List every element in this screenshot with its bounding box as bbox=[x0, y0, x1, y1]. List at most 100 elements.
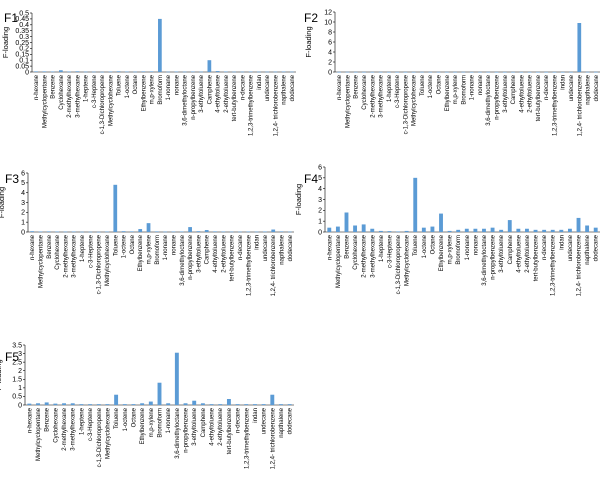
category-label: Octane bbox=[430, 234, 436, 254]
category-label: 2-ethyltoluene bbox=[224, 74, 230, 112]
bar bbox=[478, 71, 482, 73]
panel-title: F3 bbox=[5, 172, 19, 186]
y-tick-label: 5 bbox=[318, 175, 322, 182]
category-label: 1-nonane bbox=[470, 74, 476, 100]
category-label: 1-nonane bbox=[163, 234, 169, 260]
bar bbox=[469, 71, 474, 73]
bar bbox=[67, 71, 71, 73]
category-label: Benzene bbox=[45, 407, 51, 431]
bar bbox=[163, 231, 168, 233]
bar bbox=[200, 403, 205, 405]
category-label: 3-methylhexane bbox=[72, 234, 78, 277]
category-label: m,p-xylene bbox=[147, 234, 153, 264]
category-label: 3-methylhexane bbox=[71, 407, 77, 450]
bar bbox=[290, 71, 294, 73]
bar bbox=[403, 71, 408, 73]
category-label: 2-methylhexane bbox=[362, 234, 368, 277]
y-tick-label: 0.25 bbox=[15, 40, 29, 47]
bar bbox=[166, 403, 171, 405]
y-tick-label: 0.1 bbox=[19, 58, 29, 65]
y-tick-label: 2 bbox=[328, 59, 332, 66]
bar bbox=[46, 231, 51, 233]
bar bbox=[113, 184, 118, 232]
bar bbox=[519, 71, 524, 73]
y-tick-label: 6 bbox=[318, 164, 322, 171]
bar bbox=[370, 71, 375, 73]
category-label: Octane bbox=[131, 407, 137, 427]
category-label: c-1,3-Dichloropropene bbox=[396, 234, 402, 294]
y-tick-label: 1 bbox=[18, 385, 22, 392]
bar bbox=[560, 71, 565, 73]
category-label: Cyclohexane bbox=[362, 74, 368, 109]
category-label: 1,2,3-trimethylbenzene bbox=[249, 74, 255, 136]
bar bbox=[263, 231, 267, 233]
bar bbox=[133, 71, 137, 73]
category-label: Camphene bbox=[205, 234, 211, 264]
y-tick-label: 8 bbox=[328, 29, 332, 36]
y-tick-label: 0.45 bbox=[15, 16, 29, 23]
category-label: indan bbox=[559, 235, 565, 250]
category-label: 2-methylhexane bbox=[62, 407, 68, 450]
bar bbox=[235, 404, 240, 405]
category-label: 1-heptene bbox=[80, 234, 86, 262]
bar bbox=[224, 71, 228, 73]
bar bbox=[593, 227, 598, 232]
y-tick-label: 2.5 bbox=[12, 359, 22, 366]
y-tick-label: 0.2 bbox=[19, 46, 29, 53]
category-label: n-propylbenzene bbox=[184, 407, 190, 452]
bar bbox=[279, 231, 284, 233]
panel-title: F4 bbox=[304, 172, 318, 186]
bar bbox=[413, 177, 418, 232]
category-label: 3,6-dimethyloctane bbox=[482, 234, 488, 285]
bar bbox=[30, 231, 35, 232]
category-label: Octane bbox=[130, 234, 136, 254]
bar bbox=[59, 70, 63, 72]
category-label: Benzene bbox=[344, 234, 350, 258]
bar bbox=[585, 225, 590, 232]
y-tick-label: 0.05 bbox=[15, 63, 29, 70]
y-tick-label: 6 bbox=[328, 39, 332, 46]
category-label: Cyclohexane bbox=[53, 407, 59, 442]
category-label: 3-ethyltoluene bbox=[503, 74, 509, 112]
category-label: napthalene bbox=[586, 74, 592, 104]
category-label: Bromoform bbox=[461, 75, 467, 105]
bar bbox=[447, 230, 452, 232]
bar bbox=[138, 229, 143, 232]
category-label: undecane bbox=[265, 74, 271, 101]
y-tick-label: 0 bbox=[318, 229, 322, 236]
category-label: napthalene bbox=[585, 234, 591, 264]
bar bbox=[83, 71, 88, 73]
y-tick-label: 0 bbox=[21, 229, 25, 236]
bar bbox=[327, 227, 332, 232]
y-tick-label: 4 bbox=[328, 49, 332, 56]
bar bbox=[456, 229, 461, 232]
category-label: m,p-xylene bbox=[150, 74, 156, 104]
bar bbox=[204, 230, 209, 232]
bar bbox=[50, 71, 55, 73]
bar bbox=[353, 71, 358, 73]
bar bbox=[100, 71, 104, 73]
bar bbox=[550, 229, 555, 232]
bar bbox=[552, 71, 557, 73]
bar bbox=[544, 71, 549, 73]
category-label: 1,2,4- trichlorobenzene bbox=[271, 234, 277, 296]
bar bbox=[525, 228, 529, 232]
bar bbox=[370, 228, 375, 232]
y-tick-label: 0.5 bbox=[12, 394, 22, 401]
category-label: Toluene bbox=[413, 234, 419, 256]
bar bbox=[486, 71, 491, 73]
category-label: Camphene bbox=[511, 74, 517, 104]
bar bbox=[378, 230, 383, 232]
bar bbox=[246, 231, 251, 233]
category-label: 2-ethyltoluene bbox=[525, 234, 531, 272]
bar bbox=[238, 231, 242, 233]
bar bbox=[567, 228, 572, 232]
bar bbox=[55, 231, 59, 233]
category-label: 1,2,3-trimethylbenzene bbox=[244, 407, 250, 469]
category-label: m,p-xylene bbox=[448, 234, 454, 264]
category-label: Bromoform bbox=[158, 75, 164, 105]
category-label: Bromoform bbox=[158, 408, 164, 438]
bar bbox=[344, 212, 349, 232]
bar bbox=[174, 71, 179, 73]
